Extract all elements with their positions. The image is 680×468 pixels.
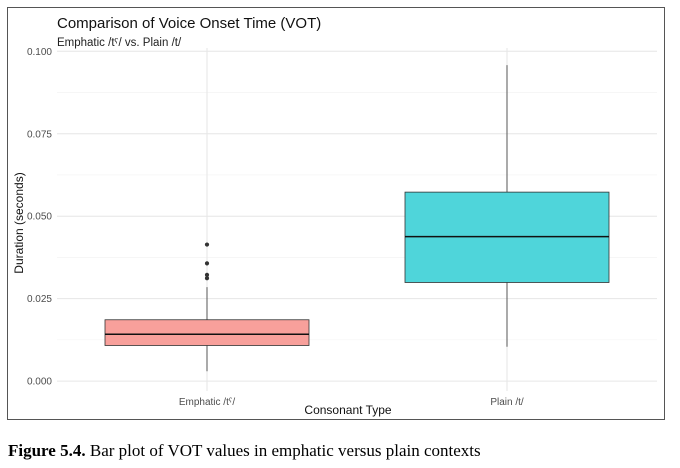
chart-frame: 0.000 0.025 0.050 0.075 0.100 Emphatic /tˤ/Pl… <box>7 7 665 420</box>
outlier-point <box>204 242 210 247</box>
outlier-point <box>204 272 210 278</box>
outlier-point <box>204 276 210 281</box>
x-axis-title: Consonant Type <box>304 403 392 417</box>
y-tick-label: 0.000 <box>27 377 52 388</box>
box-group <box>404 65 610 347</box>
voice-onset-time-boxplot: 0.000 0.025 0.050 0.075 0.100 Emphatic /tˤ/Pl… <box>12 15 657 417</box>
x-tick-label: Plain /t/ <box>490 397 524 408</box>
box-group <box>104 242 310 372</box>
y-tick-label: 0.100 <box>27 47 52 58</box>
outlier-point <box>204 261 210 266</box>
y-tick-label: 0.025 <box>27 294 52 305</box>
figure-caption-label: Figure 5.4. <box>8 441 86 460</box>
x-tick-label: Emphatic /tˤ/ <box>179 397 236 408</box>
box-iqr <box>104 319 310 346</box>
axis-ticks: 0.000 0.025 0.050 0.075 0.100 Emphatic /tˤ/Pl… <box>27 47 524 408</box>
y-axis-title: Duration (seconds) <box>12 172 26 273</box>
figure-caption: Figure 5.4. Bar plot of VOT values in em… <box>8 441 672 461</box>
box-plots <box>104 65 610 372</box>
figure-caption-text: Bar plot of VOT values in emphatic versu… <box>85 441 481 460</box>
y-tick-label: 0.075 <box>27 129 52 140</box>
chart-subtitle: Emphatic /tˤ/ vs. Plain /t/ <box>57 37 182 49</box>
y-tick-label: 0.050 <box>27 212 52 223</box>
chart-title: Comparison of Voice Onset Time (VOT) <box>57 15 321 32</box>
